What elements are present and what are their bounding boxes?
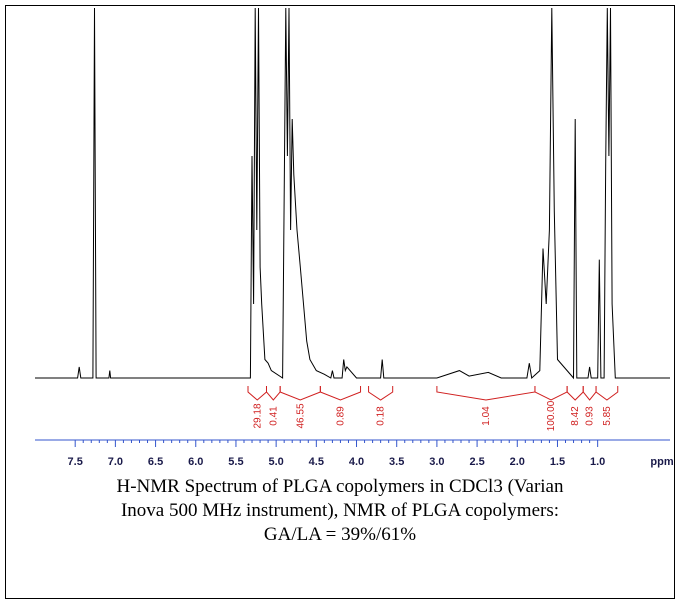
caption-line: GA/LA = 39%/61% (264, 524, 416, 545)
integral-label: 0.89 (335, 406, 346, 426)
integral-bracket (279, 386, 321, 401)
x-axis-label: ppm (650, 456, 673, 468)
x-tick-label: 1.5 (550, 456, 565, 468)
x-tick-label: 3.5 (389, 456, 404, 468)
x-tick-label: 6.5 (148, 456, 163, 468)
integral-bracket (319, 386, 362, 401)
x-tick-label: 1.0 (590, 456, 605, 468)
integral-label: 46.55 (295, 403, 306, 428)
integral-label: 0.93 (585, 406, 596, 426)
integral-bracket (582, 386, 597, 401)
x-tick-label: 5.0 (268, 456, 283, 468)
x-tick-label: 2.5 (469, 456, 484, 468)
integral-label: 29.18 (252, 403, 263, 428)
x-tick-label: 6.0 (188, 456, 203, 468)
x-tick-label: 3.0 (429, 456, 444, 468)
x-tick-label: 5.5 (228, 456, 243, 468)
integral-bracket (436, 386, 536, 401)
spectrum-line (35, 8, 670, 380)
integral-label: 1.04 (481, 406, 492, 426)
x-tick-label: 7.5 (68, 456, 83, 468)
integral-bracket (265, 386, 281, 401)
plot-area (35, 8, 670, 380)
integral-label: 100.00 (546, 400, 557, 431)
caption-line: H-NMR Spectrum of PLGA copolymers in CDC… (117, 476, 564, 497)
integral-bracket (595, 386, 619, 401)
integral-label: 8.42 (570, 406, 581, 426)
x-tick-label: 4.0 (349, 456, 364, 468)
integral-bracket (368, 386, 394, 401)
integral-label: 5.85 (602, 406, 613, 426)
integral-label: 0.41 (268, 406, 279, 426)
integral-bracket (247, 386, 267, 401)
integral-bracket (534, 386, 568, 401)
x-tick-label: 4.5 (309, 456, 324, 468)
integral-bracket (566, 386, 584, 401)
x-tick-label: 7.0 (108, 456, 123, 468)
caption-line: Inova 500 MHz instrument), NMR of PLGA c… (121, 500, 559, 521)
integral-label: 0.18 (376, 406, 387, 426)
frame (5, 5, 675, 599)
x-tick-label: 2.0 (510, 456, 525, 468)
